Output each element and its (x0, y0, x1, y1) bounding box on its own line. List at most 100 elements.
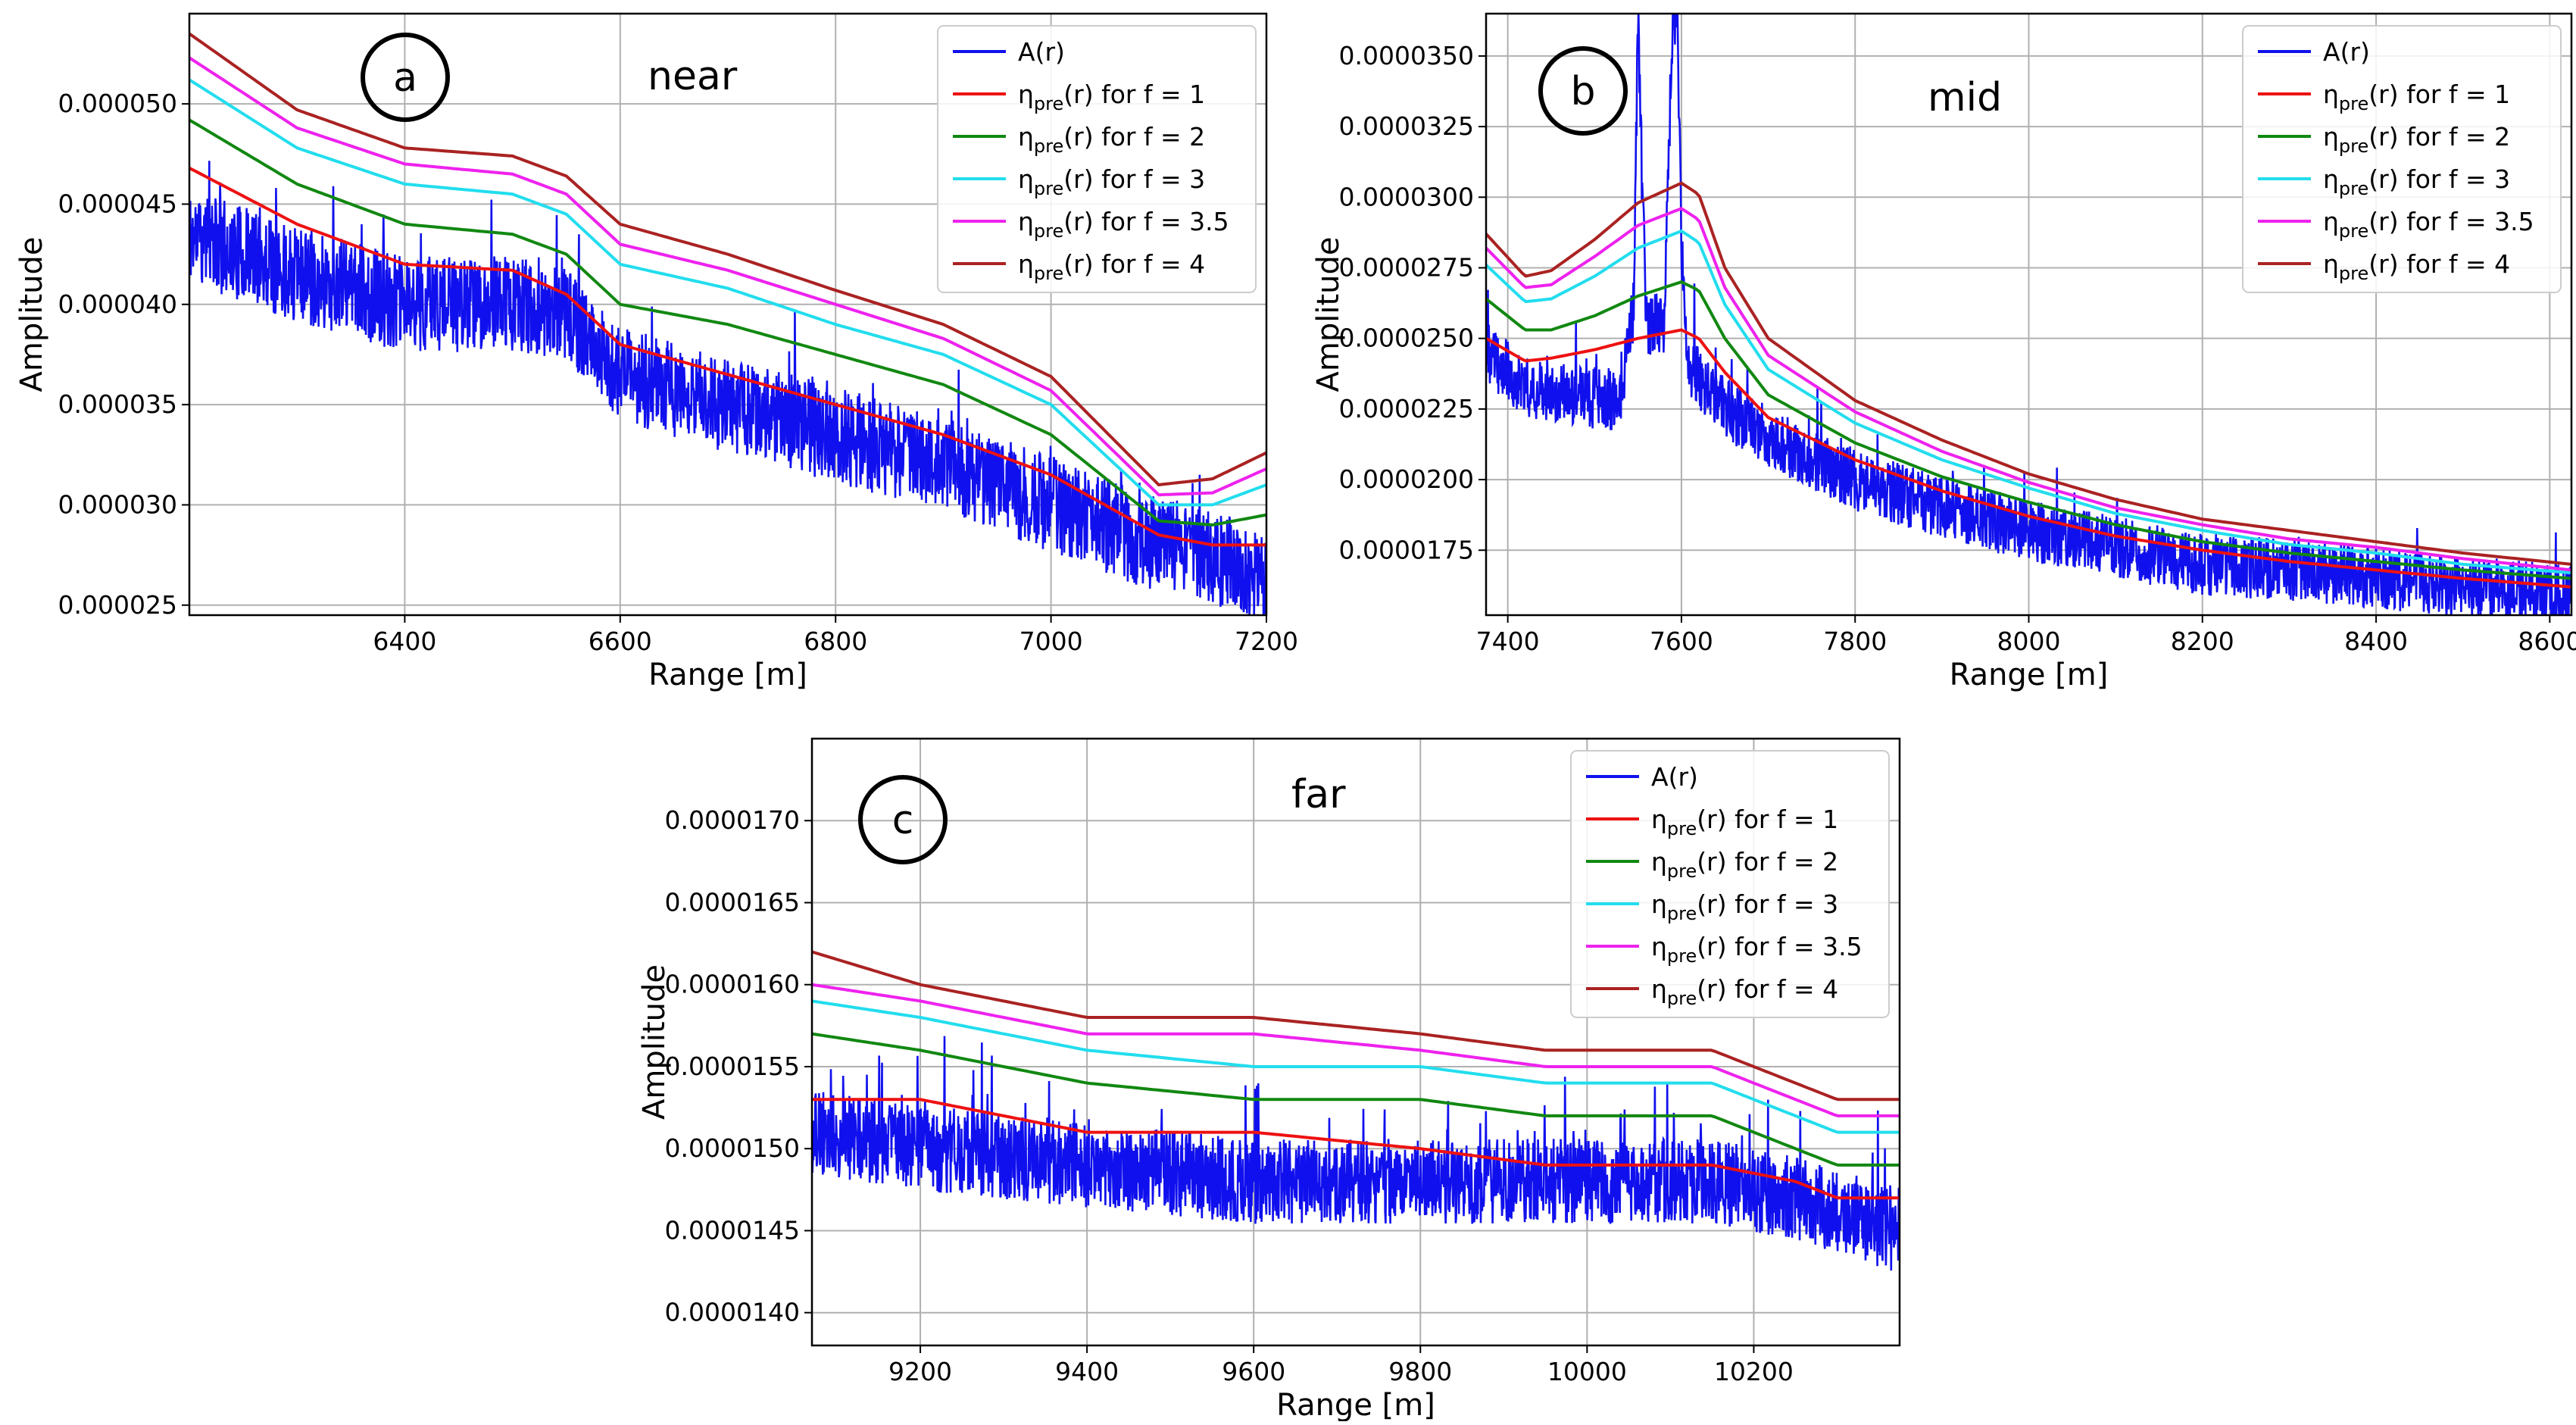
legend-label-signal: A(r) (1651, 762, 1698, 792)
legend-subscript: pre (2339, 220, 2368, 242)
panel-badge-circle (361, 33, 450, 122)
legend-suffix: (r) for f = 3 (2368, 164, 2510, 194)
legend-label-eta-3: ηpre(r) for f = 3.5 (2323, 207, 2534, 242)
legend-box (937, 25, 1257, 293)
series-line-A-r (189, 161, 1266, 615)
y-axis-title: Amplitude (14, 237, 49, 392)
x-tick-label: 7800 (1823, 627, 1887, 656)
legend-label-signal-text: A(r) (1651, 762, 1698, 792)
legend-label-eta-4: ηpre(r) for f = 4 (1018, 249, 1205, 284)
x-tick-label: 6800 (804, 627, 867, 656)
legend-subscript: pre (1667, 903, 1697, 924)
y-tick-label: 0.0000350 (1339, 41, 1474, 70)
legend-subscript: pre (2339, 263, 2368, 284)
chart-panel-mid: 7400 7600 7800 8000 8200 8400 8600 0.0000175 0.0… (1311, 12, 2576, 692)
series-line-A-r (812, 1036, 1900, 1271)
series-line-eta-f0 (812, 1098, 1900, 1200)
x-tick-label: 9200 (888, 1357, 952, 1386)
legend-suffix: (r) for f = 3.5 (1063, 207, 1229, 236)
legend-suffix: (r) for f = 3 (1063, 164, 1205, 194)
series-line-eta-f0 (1486, 328, 2571, 589)
legend-label-eta-0: ηpre(r) for f = 1 (2323, 80, 2510, 114)
legend-eta-symbol: η (1018, 249, 1034, 279)
y-tick-label: 0.0000325 (1339, 111, 1474, 141)
legend-suffix: (r) for f = 3.5 (2368, 207, 2534, 236)
legend-eta-symbol: η (1018, 164, 1034, 194)
legend-subscript: pre (1667, 861, 1697, 882)
x-tick-label: 7000 (1019, 627, 1083, 656)
legend-label-signal-text: A(r) (2323, 37, 2370, 67)
legend-eta-symbol: η (1018, 80, 1034, 109)
legend-suffix: (r) for f = 1 (2368, 80, 2510, 109)
legend-eta-symbol: η (1018, 207, 1034, 236)
region-annotation: far (1291, 772, 1346, 817)
series-line-eta-f3 (812, 983, 1900, 1117)
legend-suffix: (r) for f = 4 (1063, 249, 1205, 279)
legend-suffix: (r) for f = 4 (1697, 974, 1838, 1004)
legend-suffix: (r) for f = 2 (1697, 847, 1838, 877)
y-tick-label: 0.000045 (58, 189, 177, 218)
legend-label-eta-0: ηpre(r) for f = 1 (1018, 80, 1205, 114)
y-tick-label: 0.0000170 (665, 805, 800, 835)
x-tick-label: 7400 (1476, 627, 1540, 656)
legend-label-eta-2: ηpre(r) for f = 3 (1018, 164, 1205, 199)
legend-suffix: (r) for f = 3.5 (1697, 932, 1862, 961)
x-tick-label: 9600 (1222, 1357, 1285, 1386)
legend-eta-symbol: η (2323, 164, 2339, 194)
x-tick-label: 9800 (1388, 1357, 1452, 1386)
legend-subscript: pre (1034, 136, 1063, 157)
legend-label-eta-1: ηpre(r) for f = 2 (1651, 847, 1838, 882)
y-tick-label: 0.000025 (58, 590, 177, 620)
series-line-eta-f0 (189, 167, 1266, 547)
legend-label-eta-4: ηpre(r) for f = 4 (2323, 249, 2510, 284)
legend-eta-symbol: η (1651, 889, 1667, 919)
legend-suffix: (r) for f = 4 (2368, 249, 2510, 279)
legend-suffix: (r) for f = 1 (1697, 805, 1838, 834)
series-line-eta-f2 (1486, 229, 2571, 575)
legend-eta-symbol: η (1651, 974, 1667, 1004)
x-axis-title: Range [m] (1950, 658, 2109, 692)
legend-box (2242, 25, 2562, 293)
series-line-eta-f4 (1486, 181, 2571, 566)
legend-subscript: pre (2339, 93, 2368, 114)
y-axis-title: Amplitude (1311, 237, 1346, 392)
series-line-eta-f1 (812, 1032, 1900, 1167)
panel-badge-letter: c (892, 798, 914, 843)
y-tick-label: 0.0000140 (665, 1298, 800, 1327)
x-tick-label: 8400 (2344, 627, 2408, 656)
legend-subscript: pre (1034, 178, 1063, 199)
legend-eta-symbol: η (1651, 805, 1667, 834)
y-tick-label: 0.0000175 (1339, 535, 1474, 564)
series-line-eta-f2 (189, 78, 1266, 507)
legend-suffix: (r) for f = 3 (1697, 889, 1838, 919)
legend-label-eta-3: ηpre(r) for f = 3.5 (1651, 932, 1863, 967)
legend-label-eta-1: ηpre(r) for f = 2 (1018, 122, 1205, 157)
x-tick-label: 8000 (1997, 627, 2061, 656)
panel-badge-circle (1538, 46, 1628, 136)
y-tick-label: 0.0000300 (1339, 182, 1474, 211)
legend-subscript: pre (1034, 263, 1063, 284)
x-tick-label: 6600 (589, 627, 652, 656)
y-tick-label: 0.0000160 (665, 970, 800, 999)
series-line-A-r (1486, 14, 2571, 615)
x-tick-label: 10000 (1547, 1357, 1627, 1386)
y-tick-label: 0.0000145 (665, 1215, 800, 1245)
series-line-eta-f1 (189, 118, 1266, 527)
legend-label-eta-0: ηpre(r) for f = 1 (1651, 805, 1838, 839)
x-axis-title: Range [m] (648, 658, 807, 692)
y-tick-label: 0.0000155 (665, 1052, 800, 1081)
panel-badge-letter: a (393, 55, 417, 101)
y-tick-label: 0.0000250 (1339, 323, 1474, 353)
panel-badge-circle (858, 775, 948, 864)
x-tick-label: 9400 (1055, 1357, 1119, 1386)
y-tick-label: 0.0000150 (665, 1133, 800, 1163)
series-line-eta-f3 (189, 56, 1266, 497)
legend-label-eta-3: ηpre(r) for f = 3.5 (1018, 207, 1229, 242)
legend-eta-symbol: η (1018, 122, 1034, 152)
region-annotation: mid (1928, 75, 2002, 120)
legend-label-eta-1: ηpre(r) for f = 2 (2323, 122, 2510, 157)
region-annotation: near (648, 54, 738, 99)
legend-subscript: pre (2339, 136, 2368, 157)
x-tick-label: 7200 (1235, 627, 1298, 656)
